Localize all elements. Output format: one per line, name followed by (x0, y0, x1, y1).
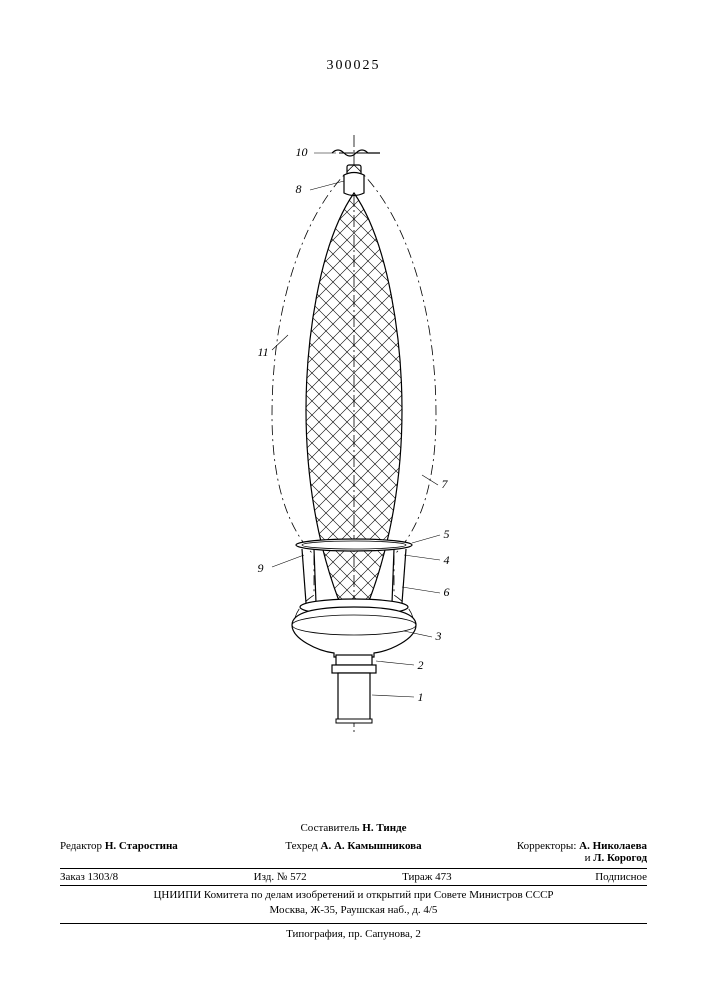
ref-9: 9 (258, 561, 264, 576)
proof-and: и (585, 852, 591, 864)
techred-name: А. А. Камышникова (321, 840, 422, 852)
ref-11: 11 (258, 345, 269, 360)
ref-10: 10 (296, 145, 308, 160)
proof-name1: А. Николаева (579, 840, 647, 852)
footer-block: Составитель Н. Тинде Редактор Н. Старост… (60, 822, 647, 940)
patent-figure: 10 8 11 7 5 4 6 9 3 2 1 (214, 135, 494, 735)
proof-name2: Л. Корогод (593, 852, 647, 864)
compiler-name: Н. Тинде (362, 822, 406, 834)
order-row: Заказ 1303/8 Изд. № 572 Тираж 473 Подпис… (60, 871, 647, 886)
ref-1: 1 (418, 690, 424, 705)
editor-label: Редактор (60, 840, 102, 852)
compiler-label: Составитель (300, 822, 359, 834)
ref-5: 5 (444, 527, 450, 542)
ref-7: 7 (442, 477, 448, 492)
page-number: 300025 (327, 58, 381, 74)
bobbin-svg (214, 135, 494, 735)
subscription: Подписное (500, 871, 647, 883)
ref-6: 6 (444, 585, 450, 600)
org-line-1: ЦНИИПИ Комитета по делам изобретений и о… (60, 888, 647, 902)
edition-number: Изд. № 572 (207, 871, 354, 883)
compiler-line: Составитель Н. Тинде (60, 822, 647, 834)
ref-3: 3 (436, 629, 442, 644)
credits-row: Редактор Н. Старостина Техред А. А. Камы… (60, 840, 647, 869)
circulation: Тираж 473 (354, 871, 501, 883)
ref-8: 8 (296, 182, 302, 197)
techred-label: Техред (285, 840, 317, 852)
proof-label: Корректоры: (517, 840, 576, 852)
org-line-2: Москва, Ж-35, Раушская наб., д. 4/5 (60, 903, 647, 917)
editor-name: Н. Старостина (105, 840, 178, 852)
ref-4: 4 (444, 553, 450, 568)
order-number: Заказ 1303/8 (60, 871, 207, 883)
org-lines: ЦНИИПИ Комитета по делам изобретений и о… (60, 888, 647, 917)
ref-2: 2 (418, 658, 424, 673)
typography-line: Типография, пр. Сапунова, 2 (60, 923, 647, 940)
